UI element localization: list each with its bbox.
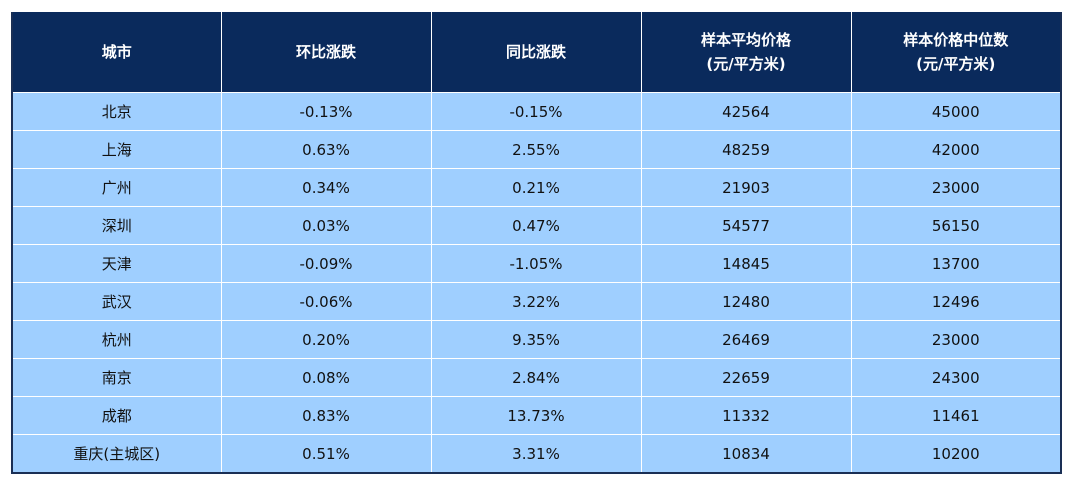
- cell-yoy-change: 2.84%: [431, 358, 642, 397]
- cell-mom-change: -0.13%: [221, 92, 432, 131]
- cell-yoy-change: -1.05%: [431, 244, 642, 283]
- cell-avg-price: 11332: [641, 396, 852, 435]
- header-city: 城市: [12, 12, 222, 93]
- cell-yoy-change: 0.47%: [431, 206, 642, 245]
- cell-median-price: 24300: [851, 358, 1061, 397]
- header-city-line-1: 城市: [101, 43, 132, 61]
- header-mom-change-line-1: 环比涨跌: [295, 43, 356, 61]
- cell-avg-price: 21903: [641, 168, 852, 207]
- cell-yoy-change: -0.15%: [431, 92, 642, 131]
- header-avg-price: 样本平均价格 (元/平方米): [641, 12, 852, 93]
- cell-city: 成都: [12, 396, 222, 435]
- table-row: 上海 0.63% 2.55% 48259 42000: [12, 130, 1061, 169]
- cell-median-price: 56150: [851, 206, 1061, 245]
- header-median-price-line-1: 样本价格中位数: [903, 31, 1009, 49]
- cell-city: 重庆(主城区): [12, 434, 222, 473]
- header-mom-change: 环比涨跌: [221, 12, 432, 93]
- price-table-container: 城市 环比涨跌 同比涨跌 样本平均价格 (元/平方米) 样本价格中位数 (元/平方米) 北京…: [11, 12, 1062, 474]
- cell-city: 天津: [12, 244, 222, 283]
- cell-avg-price: 22659: [641, 358, 852, 397]
- header-avg-price-line-2: (元/平方米): [706, 55, 786, 73]
- cell-avg-price: 48259: [641, 130, 852, 169]
- cell-mom-change: -0.09%: [221, 244, 432, 283]
- cell-city: 武汉: [12, 282, 222, 321]
- cell-avg-price: 26469: [641, 320, 852, 359]
- cell-city: 深圳: [12, 206, 222, 245]
- cell-avg-price: 42564: [641, 92, 852, 131]
- cell-avg-price: 54577: [641, 206, 852, 245]
- table-body: 北京 -0.13% -0.15% 42564 45000 上海 0.63% 2.55% 4825…: [12, 92, 1061, 473]
- header-median-price: 样本价格中位数 (元/平方米): [851, 12, 1061, 93]
- table-header: 城市 环比涨跌 同比涨跌 样本平均价格 (元/平方米) 样本价格中位数 (元/平方米): [12, 12, 1061, 93]
- cell-yoy-change: 3.22%: [431, 282, 642, 321]
- table-row: 武汉 -0.06% 3.22% 12480 12496: [12, 282, 1061, 321]
- cell-median-price: 12496: [851, 282, 1061, 321]
- city-price-table: 城市 环比涨跌 同比涨跌 样本平均价格 (元/平方米) 样本价格中位数 (元/平方米) 北京…: [11, 12, 1062, 474]
- cell-mom-change: 0.83%: [221, 396, 432, 435]
- table-row: 北京 -0.13% -0.15% 42564 45000: [12, 92, 1061, 131]
- header-row: 城市 环比涨跌 同比涨跌 样本平均价格 (元/平方米) 样本价格中位数 (元/平方米): [12, 12, 1061, 93]
- header-avg-price-line-1: 样本平均价格: [700, 31, 791, 49]
- cell-median-price: 11461: [851, 396, 1061, 435]
- cell-median-price: 23000: [851, 168, 1061, 207]
- cell-mom-change: 0.34%: [221, 168, 432, 207]
- table-row: 南京 0.08% 2.84% 22659 24300: [12, 358, 1061, 397]
- cell-avg-price: 10834: [641, 434, 852, 473]
- table-row: 重庆(主城区) 0.51% 3.31% 10834 10200: [12, 434, 1061, 473]
- header-median-price-line-2: (元/平方米): [916, 55, 996, 73]
- cell-yoy-change: 13.73%: [431, 396, 642, 435]
- cell-mom-change: -0.06%: [221, 282, 432, 321]
- table-row: 杭州 0.20% 9.35% 26469 23000: [12, 320, 1061, 359]
- cell-yoy-change: 0.21%: [431, 168, 642, 207]
- cell-avg-price: 14845: [641, 244, 852, 283]
- cell-city: 杭州: [12, 320, 222, 359]
- table-row: 天津 -0.09% -1.05% 14845 13700: [12, 244, 1061, 283]
- header-yoy-change-line-1: 同比涨跌: [505, 43, 566, 61]
- cell-city: 北京: [12, 92, 222, 131]
- table-row: 广州 0.34% 0.21% 21903 23000: [12, 168, 1061, 207]
- cell-median-price: 23000: [851, 320, 1061, 359]
- cell-mom-change: 0.63%: [221, 130, 432, 169]
- cell-median-price: 13700: [851, 244, 1061, 283]
- table-row: 深圳 0.03% 0.47% 54577 56150: [12, 206, 1061, 245]
- cell-median-price: 10200: [851, 434, 1061, 473]
- cell-median-price: 45000: [851, 92, 1061, 131]
- cell-yoy-change: 3.31%: [431, 434, 642, 473]
- cell-yoy-change: 2.55%: [431, 130, 642, 169]
- table-row: 成都 0.83% 13.73% 11332 11461: [12, 396, 1061, 435]
- cell-city: 广州: [12, 168, 222, 207]
- cell-mom-change: 0.08%: [221, 358, 432, 397]
- cell-city: 上海: [12, 130, 222, 169]
- cell-mom-change: 0.51%: [221, 434, 432, 473]
- cell-city: 南京: [12, 358, 222, 397]
- cell-avg-price: 12480: [641, 282, 852, 321]
- header-yoy-change: 同比涨跌: [431, 12, 642, 93]
- cell-yoy-change: 9.35%: [431, 320, 642, 359]
- cell-mom-change: 0.20%: [221, 320, 432, 359]
- cell-mom-change: 0.03%: [221, 206, 432, 245]
- cell-median-price: 42000: [851, 130, 1061, 169]
